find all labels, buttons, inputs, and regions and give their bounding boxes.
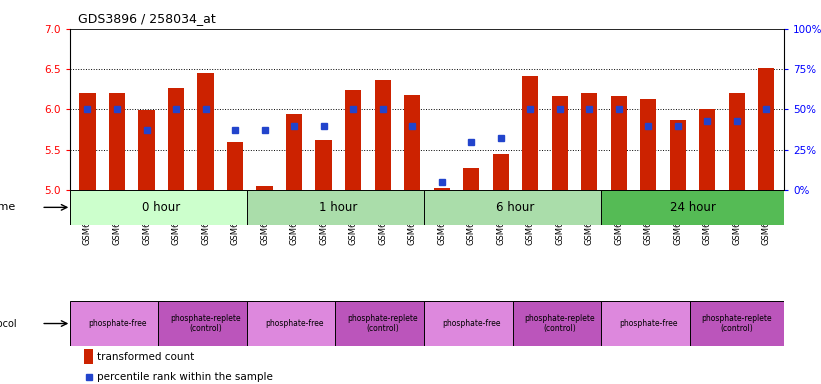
Text: phosphate-replete
(control): phosphate-replete (control) <box>701 314 772 333</box>
Bar <box>601 301 695 346</box>
Bar <box>247 301 342 346</box>
Bar <box>463 167 479 190</box>
Bar <box>256 186 273 190</box>
Text: GDS3896 / 258034_at: GDS3896 / 258034_at <box>78 12 216 25</box>
Text: phosphate-free: phosphate-free <box>442 319 501 328</box>
Bar <box>601 190 784 225</box>
Bar <box>611 96 627 190</box>
Bar <box>729 93 745 190</box>
Bar <box>759 68 774 190</box>
Bar <box>286 114 302 190</box>
Bar <box>433 189 450 190</box>
Bar <box>404 95 420 190</box>
Text: phosphate-free: phosphate-free <box>88 319 146 328</box>
Text: 6 hour: 6 hour <box>496 201 534 214</box>
Bar <box>699 109 715 190</box>
Bar <box>168 88 184 190</box>
Bar <box>336 301 430 346</box>
Bar <box>690 301 784 346</box>
Bar <box>424 301 518 346</box>
Text: growth protocol: growth protocol <box>0 318 16 329</box>
Text: transformed count: transformed count <box>97 352 195 362</box>
Bar <box>158 301 253 346</box>
Bar <box>522 76 539 190</box>
Bar <box>374 79 391 190</box>
Bar <box>512 301 607 346</box>
Text: 24 hour: 24 hour <box>670 201 715 214</box>
Bar <box>109 93 125 190</box>
Bar <box>70 301 164 346</box>
Text: 1 hour: 1 hour <box>319 201 358 214</box>
Text: time: time <box>0 202 16 212</box>
Bar <box>581 93 598 190</box>
Text: phosphate-free: phosphate-free <box>619 319 677 328</box>
Text: phosphate-replete
(control): phosphate-replete (control) <box>347 314 418 333</box>
Bar <box>493 154 509 190</box>
Text: phosphate-free: phosphate-free <box>265 319 323 328</box>
Bar <box>640 99 657 190</box>
Bar <box>80 93 95 190</box>
Bar <box>670 120 686 190</box>
Bar <box>424 190 607 225</box>
Bar <box>197 73 213 190</box>
Bar <box>139 110 154 190</box>
Text: phosphate-replete
(control): phosphate-replete (control) <box>170 314 241 333</box>
Bar <box>552 96 568 190</box>
Bar <box>84 349 94 364</box>
Text: 0 hour: 0 hour <box>142 201 181 214</box>
Bar <box>315 140 332 190</box>
Text: phosphate-replete
(control): phosphate-replete (control) <box>525 314 595 333</box>
Bar <box>227 142 243 190</box>
Text: percentile rank within the sample: percentile rank within the sample <box>97 372 273 382</box>
Bar <box>70 190 253 225</box>
Bar <box>345 90 361 190</box>
Bar <box>247 190 430 225</box>
